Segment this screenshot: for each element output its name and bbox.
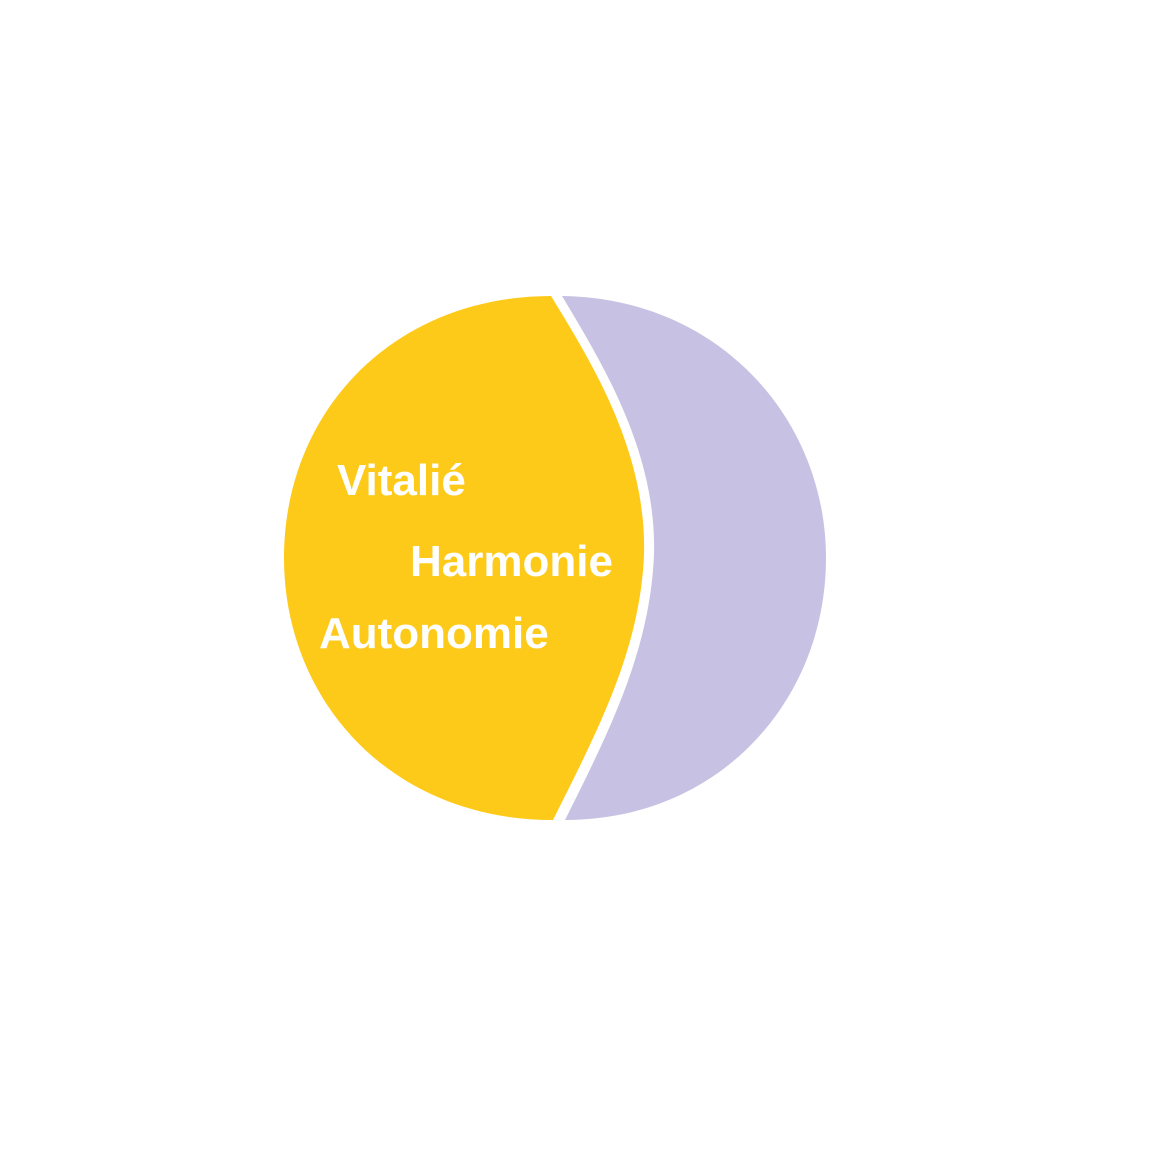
label-autonomie: Autonomie: [319, 609, 549, 658]
right-half-shape: [562, 296, 826, 820]
left-half-shape: [284, 296, 645, 820]
label-vitalite: Vitalié: [337, 456, 466, 505]
label-harmonie: Harmonie: [410, 537, 613, 586]
